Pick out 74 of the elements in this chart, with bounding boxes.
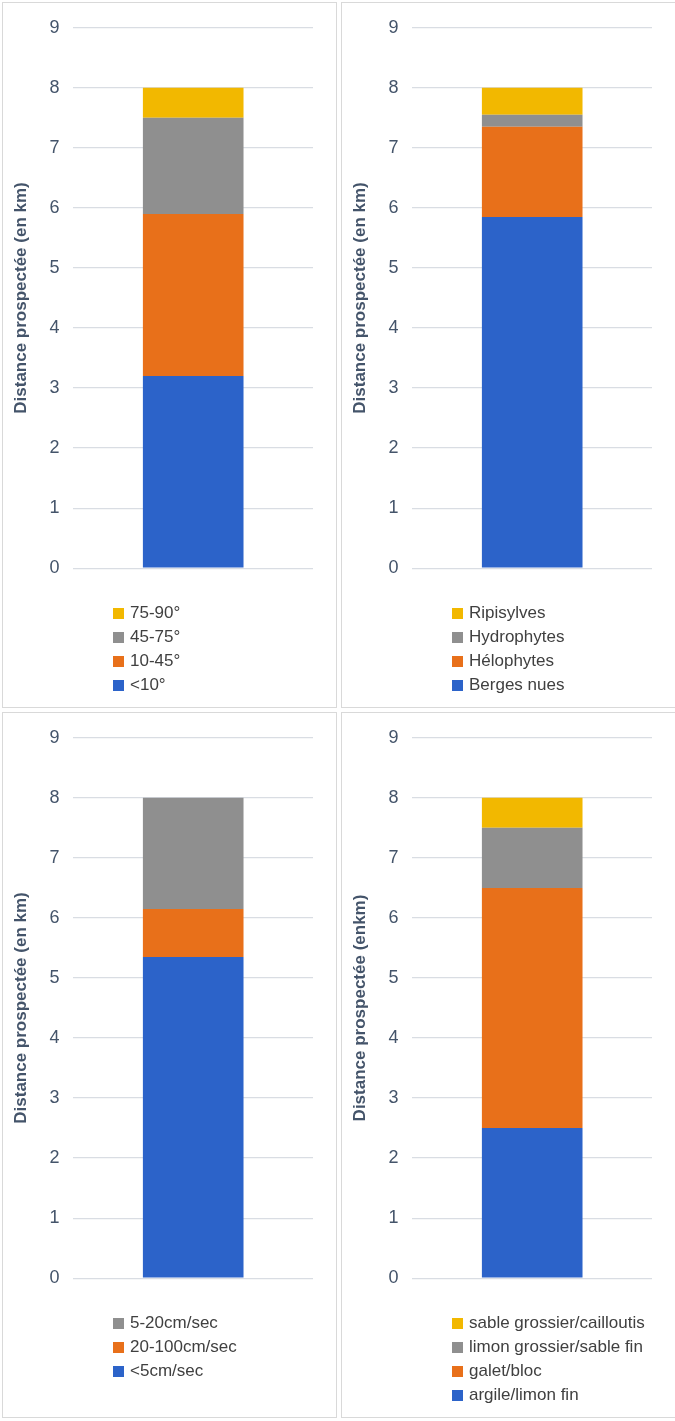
- bar: [481, 797, 583, 828]
- y-tick-label: 1: [49, 497, 60, 518]
- y-tick-label: 0: [388, 557, 399, 578]
- y-tick-label: 0: [49, 1267, 60, 1288]
- y-axis-title: Distance prospectée (en km): [10, 182, 30, 414]
- y-tick-label: 7: [388, 846, 399, 867]
- bar: [481, 827, 583, 888]
- legend-label: <5cm/sec: [130, 1361, 204, 1381]
- bar: [142, 213, 244, 377]
- bar: [481, 114, 583, 127]
- y-tick-label: 8: [388, 76, 399, 97]
- y-tick-label: 1: [388, 1207, 399, 1228]
- legend-label: sable grossier/cailloutis: [469, 1313, 645, 1333]
- y-tick-label: 8: [49, 786, 60, 807]
- bar: [142, 797, 244, 909]
- y-tick-label: 4: [388, 1026, 399, 1047]
- legend-label: Ripisylves: [469, 603, 546, 623]
- y-tick-label: 6: [49, 906, 60, 927]
- bar: [142, 956, 244, 1278]
- y-tick-label: 5: [49, 966, 60, 987]
- y-tick-label: 1: [388, 497, 399, 518]
- y-tick-label: 7: [49, 846, 60, 867]
- legend-label: 75-90°: [130, 603, 181, 623]
- bar: [481, 126, 583, 217]
- y-tick-label: 0: [49, 557, 60, 578]
- y-tick-label: 3: [49, 1087, 60, 1108]
- y-tick-label: 9: [388, 726, 399, 747]
- y-tick-label: 4: [49, 1026, 60, 1047]
- y-tick-label: 7: [49, 136, 60, 157]
- bar: [142, 376, 244, 568]
- legend-label: Hydrophytes: [469, 627, 565, 647]
- y-axis-title: Distance prospectée (en km): [10, 892, 30, 1124]
- bar: [142, 117, 244, 214]
- y-tick-label: 6: [49, 196, 60, 217]
- y-axis-title: Distance prospectée (en km): [349, 182, 369, 414]
- y-tick-label: 2: [49, 437, 60, 458]
- y-tick-label: 2: [388, 1147, 399, 1168]
- legend-label: 10-45°: [130, 651, 181, 671]
- y-tick-label: 8: [388, 786, 399, 807]
- y-tick-label: 4: [388, 316, 399, 337]
- bar: [481, 87, 583, 115]
- legend-label: Berges nues: [469, 675, 565, 695]
- bar: [481, 216, 583, 568]
- legend-label: 5-20cm/sec: [130, 1313, 218, 1333]
- bar: [481, 1128, 583, 1278]
- y-tick-label: 3: [49, 377, 60, 398]
- legend-label: Hélophytes: [469, 651, 555, 671]
- y-tick-label: 9: [49, 726, 60, 747]
- bar: [142, 908, 244, 957]
- y-tick-label: 0: [388, 1267, 399, 1288]
- y-tick-label: 7: [388, 136, 399, 157]
- legend-label: galet/bloc: [469, 1361, 542, 1381]
- y-tick-label: 6: [388, 196, 399, 217]
- legend-label: limon grossier/sable fin: [469, 1337, 643, 1357]
- y-tick-label: 9: [388, 16, 399, 37]
- y-tick-label: 2: [388, 437, 399, 458]
- legend-label: argile/limon fin: [469, 1385, 579, 1405]
- y-tick-label: 5: [388, 966, 399, 987]
- y-tick-label: 4: [49, 316, 60, 337]
- y-tick-label: 2: [49, 1147, 60, 1168]
- bar: [142, 87, 244, 118]
- y-tick-label: 5: [49, 256, 60, 277]
- y-axis-title: Distance prospectée (enkm): [349, 894, 369, 1122]
- y-tick-label: 1: [49, 1207, 60, 1228]
- legend-label: <10°: [130, 675, 166, 695]
- y-tick-label: 9: [49, 16, 60, 37]
- y-tick-label: 6: [388, 906, 399, 927]
- y-tick-label: 8: [49, 76, 60, 97]
- y-tick-label: 5: [388, 256, 399, 277]
- y-tick-label: 3: [388, 1087, 399, 1108]
- bar: [481, 887, 583, 1129]
- legend-label: 45-75°: [130, 627, 181, 647]
- y-tick-label: 3: [388, 377, 399, 398]
- legend-label: 20-100cm/sec: [130, 1337, 237, 1357]
